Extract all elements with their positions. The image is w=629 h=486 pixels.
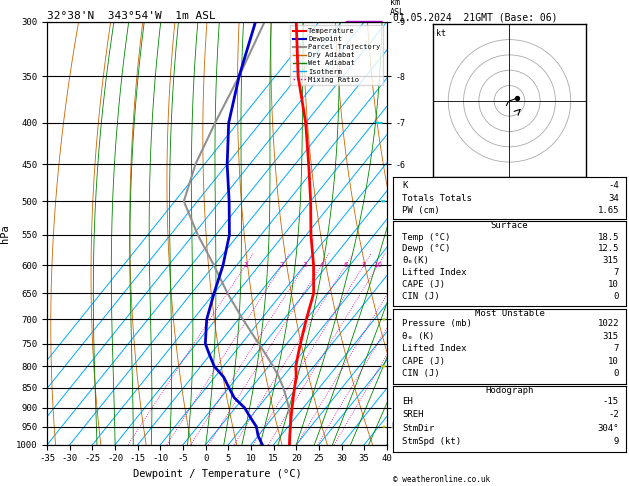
Text: 10: 10 bbox=[608, 357, 619, 366]
Text: 304°: 304° bbox=[598, 424, 619, 433]
Text: 34: 34 bbox=[608, 193, 619, 203]
Text: CIN (J): CIN (J) bbox=[403, 292, 440, 300]
Text: CAPE (J): CAPE (J) bbox=[403, 280, 445, 289]
Text: 4: 4 bbox=[320, 262, 324, 268]
Text: 10: 10 bbox=[374, 262, 382, 268]
Text: Totals Totals: Totals Totals bbox=[403, 193, 472, 203]
Text: 8: 8 bbox=[362, 262, 366, 268]
Text: CAPE (J): CAPE (J) bbox=[403, 357, 445, 366]
Text: Lifted Index: Lifted Index bbox=[403, 345, 467, 353]
Text: PW (cm): PW (cm) bbox=[403, 206, 440, 215]
Y-axis label: hPa: hPa bbox=[1, 224, 11, 243]
Text: 315: 315 bbox=[603, 332, 619, 341]
Text: 9: 9 bbox=[613, 437, 619, 447]
Text: EH: EH bbox=[403, 397, 413, 405]
Text: Dewp (°C): Dewp (°C) bbox=[403, 244, 451, 254]
Text: θₑ (K): θₑ (K) bbox=[403, 332, 435, 341]
Text: Surface: Surface bbox=[491, 221, 528, 230]
Text: Most Unstable: Most Unstable bbox=[474, 309, 545, 318]
Text: Lifted Index: Lifted Index bbox=[403, 268, 467, 277]
Text: 7: 7 bbox=[613, 345, 619, 353]
Text: Pressure (mb): Pressure (mb) bbox=[403, 319, 472, 329]
Text: θₑ(K): θₑ(K) bbox=[403, 256, 430, 265]
Text: CIN (J): CIN (J) bbox=[403, 369, 440, 379]
Text: 1.65: 1.65 bbox=[598, 206, 619, 215]
Text: 01.05.2024  21GMT (Base: 06): 01.05.2024 21GMT (Base: 06) bbox=[393, 12, 558, 22]
Text: 2: 2 bbox=[280, 262, 284, 268]
Text: 10: 10 bbox=[608, 280, 619, 289]
Text: StmSpd (kt): StmSpd (kt) bbox=[403, 437, 462, 447]
Text: 32°38'N  343°54'W  1m ASL: 32°38'N 343°54'W 1m ASL bbox=[47, 11, 216, 21]
Text: K: K bbox=[403, 181, 408, 190]
Text: 3: 3 bbox=[303, 262, 307, 268]
Point bbox=[512, 94, 522, 102]
Text: SREH: SREH bbox=[403, 410, 424, 419]
Text: 0: 0 bbox=[613, 369, 619, 379]
Text: 0: 0 bbox=[613, 292, 619, 300]
Text: Temp (°C): Temp (°C) bbox=[403, 233, 451, 242]
Text: © weatheronline.co.uk: © weatheronline.co.uk bbox=[393, 474, 490, 484]
X-axis label: Dewpoint / Temperature (°C): Dewpoint / Temperature (°C) bbox=[133, 469, 301, 479]
Text: 12.5: 12.5 bbox=[598, 244, 619, 254]
Text: 6: 6 bbox=[343, 262, 348, 268]
Text: 18.5: 18.5 bbox=[598, 233, 619, 242]
Text: StmDir: StmDir bbox=[403, 424, 435, 433]
Text: kt: kt bbox=[436, 29, 446, 38]
Text: 1022: 1022 bbox=[598, 319, 619, 329]
Text: -4: -4 bbox=[608, 181, 619, 190]
Text: Hodograph: Hodograph bbox=[486, 386, 533, 396]
Text: km
ASL: km ASL bbox=[390, 0, 405, 17]
Text: 7: 7 bbox=[613, 268, 619, 277]
Text: 315: 315 bbox=[603, 256, 619, 265]
Text: 1: 1 bbox=[243, 262, 248, 268]
Text: -15: -15 bbox=[603, 397, 619, 405]
Legend: Temperature, Dewpoint, Parcel Trajectory, Dry Adiabat, Wet Adiabat, Isotherm, Mi: Temperature, Dewpoint, Parcel Trajectory… bbox=[290, 25, 383, 86]
Text: -2: -2 bbox=[608, 410, 619, 419]
Text: LCL: LCL bbox=[391, 422, 405, 431]
